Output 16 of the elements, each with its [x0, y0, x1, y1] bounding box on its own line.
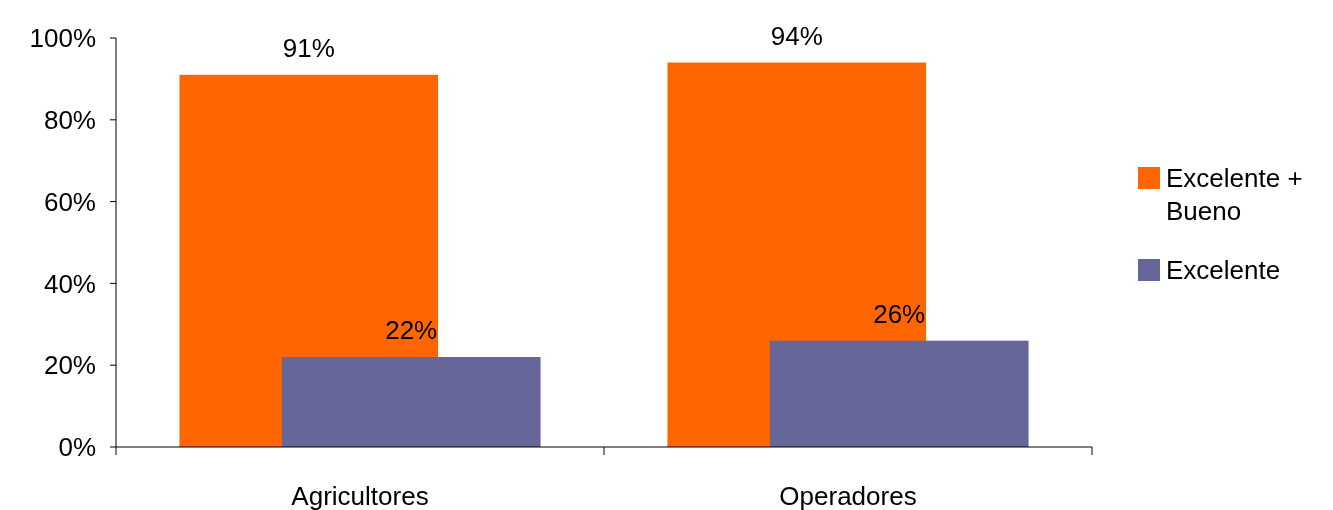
y-tick-label: 20% [43, 350, 96, 381]
y-tick-label: 0% [58, 432, 96, 463]
bar [281, 357, 541, 447]
y-tick-label: 40% [43, 268, 96, 299]
y-tick-label: 100% [29, 23, 96, 54]
legend-label: Excelente [1166, 255, 1281, 286]
x-tick-label: Agricultores [291, 481, 429, 510]
data-label: 91% [282, 32, 335, 63]
bar [769, 340, 1029, 447]
y-tick-label: 60% [43, 186, 96, 217]
data-label: 94% [770, 20, 823, 51]
x-tick-label: Operadores [779, 481, 917, 510]
y-tick-label: 80% [43, 104, 96, 135]
data-label: 22% [385, 315, 438, 346]
legend-label: Excelente + Bueno [1166, 163, 1303, 226]
data-label: 26% [873, 298, 926, 329]
